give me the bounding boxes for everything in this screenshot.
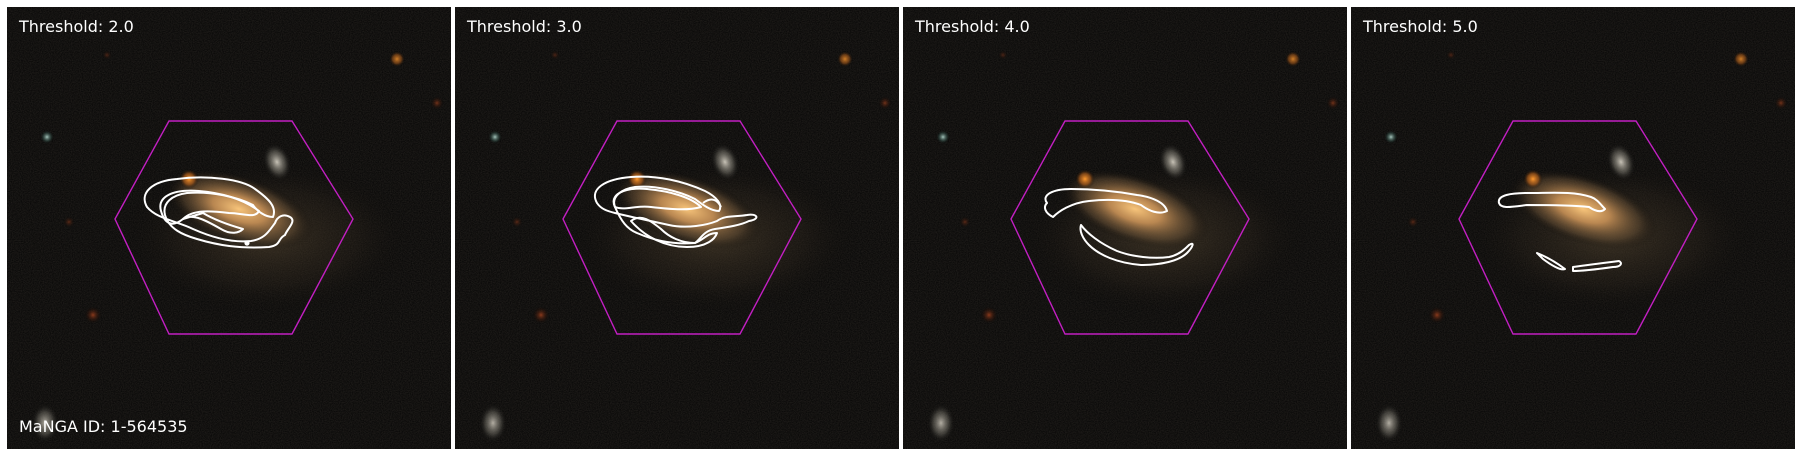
panel-threshold-2: Threshold: 2.0 MaNGA ID: 1-564535: [7, 7, 451, 449]
panel-threshold-4: Threshold: 4.0: [903, 7, 1347, 449]
panel-threshold-3: Threshold: 3.0: [455, 7, 899, 449]
contour-lines: [1044, 188, 1194, 266]
manga-id-label: MaNGA ID: 1-564535: [19, 417, 188, 436]
galaxy-image: [7, 7, 451, 449]
threshold-label: Threshold: 2.0: [19, 17, 134, 36]
contour-lines: [143, 176, 294, 249]
contour-lines: [1497, 191, 1622, 272]
galaxy-image: [903, 7, 1347, 449]
threshold-label: Threshold: 5.0: [1363, 17, 1478, 36]
threshold-label: Threshold: 4.0: [915, 17, 1030, 36]
galaxy-image: [1351, 7, 1795, 449]
contour-lines: [594, 175, 758, 248]
threshold-label: Threshold: 3.0: [467, 17, 582, 36]
galaxy-image: [455, 7, 899, 449]
panel-threshold-5: Threshold: 5.0: [1351, 7, 1795, 449]
